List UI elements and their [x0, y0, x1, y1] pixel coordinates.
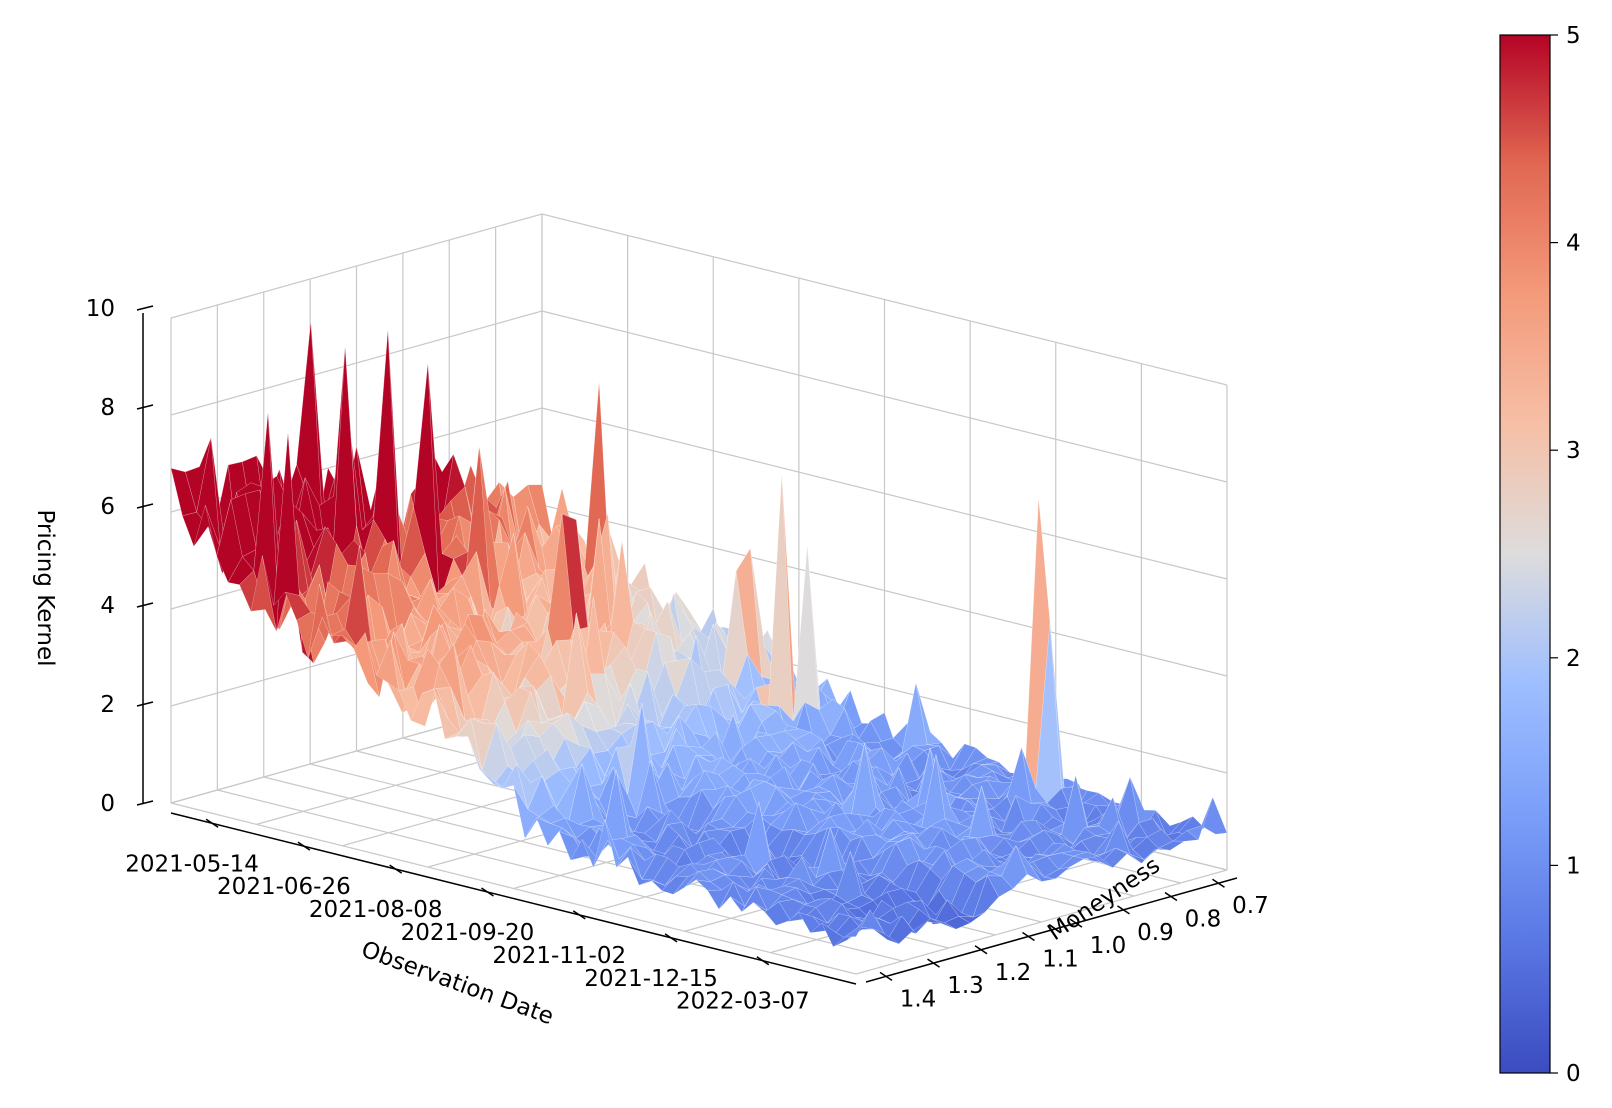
y-tick	[1069, 918, 1083, 928]
x-tick-label: 2022-03-07	[676, 989, 810, 1015]
x-tick-label: 2021-09-20	[401, 920, 535, 946]
y-tick	[1164, 891, 1178, 902]
y-tick-label: 0.9	[1137, 920, 1174, 946]
x-tick	[664, 933, 678, 943]
grid-line	[170, 310, 1228, 483]
y-tick-label: 1.0	[1090, 933, 1127, 959]
y-tick-label: 0.8	[1185, 907, 1222, 933]
y-tick-label: 1.1	[1042, 946, 1079, 972]
y-tick-label: 0.7	[1232, 893, 1269, 919]
y-tick-label: 1.3	[947, 973, 984, 999]
y-tick	[879, 971, 893, 982]
y-tick	[974, 945, 988, 955]
x-tick	[389, 864, 403, 874]
x-tick-label: 2021-08-08	[309, 897, 443, 923]
z-tick	[136, 602, 154, 608]
colorbar-tick-label: 3	[1566, 438, 1581, 464]
colorbar-tick-label: 4	[1566, 231, 1581, 257]
z-tick-label: 2	[100, 692, 115, 718]
z-tick	[136, 305, 154, 311]
y-tick-label: 1.4	[900, 986, 937, 1012]
x-tick-label: 2021-05-14	[125, 851, 259, 877]
x-axis-line	[170, 812, 857, 985]
x-tick-label: 2021-06-26	[217, 874, 351, 900]
x-tick-label: 2021-12-15	[584, 966, 718, 992]
x-tick	[756, 956, 770, 966]
z-tick-label: 6	[100, 494, 115, 520]
y-tick	[1022, 931, 1035, 942]
x-tick	[205, 818, 219, 828]
y-tick	[927, 958, 940, 968]
grid-line	[217, 789, 903, 962]
grid-line	[170, 802, 857, 975]
surface-patch	[793, 545, 820, 722]
z-tick	[136, 503, 154, 509]
colorbar-tick-label: 5	[1566, 23, 1581, 49]
z-axis-title: Pricing Kernel	[32, 509, 58, 666]
y-tick	[1117, 905, 1130, 915]
surface-patch	[844, 909, 871, 938]
axes: 02468102021-05-142021-06-262021-08-08202…	[86, 296, 1269, 1015]
x-tick	[572, 910, 586, 920]
y-tick-label: 1.2	[995, 960, 1032, 986]
z-tick	[136, 800, 154, 806]
surface	[170, 321, 1228, 948]
grid-line	[170, 213, 1228, 386]
x-tick-label: 2021-11-02	[492, 943, 626, 969]
z-tick-label: 4	[100, 593, 115, 619]
z-tick	[136, 404, 154, 410]
z-tick	[136, 701, 154, 707]
colorbar-tick-label: 0	[1566, 1061, 1581, 1087]
y-axis-line	[865, 877, 1238, 983]
z-tick-label: 8	[100, 395, 115, 421]
z-tick-label: 0	[100, 791, 115, 817]
colorbar-tick-label: 2	[1566, 646, 1581, 672]
colorbar-gradient	[1499, 34, 1551, 1074]
colorbar-tick-label: 1	[1566, 853, 1581, 879]
y-tick	[1212, 878, 1225, 888]
colorbar: 0 1 2 3 4 5	[1499, 23, 1581, 1087]
z-tick-label: 10	[86, 296, 115, 322]
x-tick	[297, 841, 311, 851]
x-tick	[481, 887, 494, 897]
